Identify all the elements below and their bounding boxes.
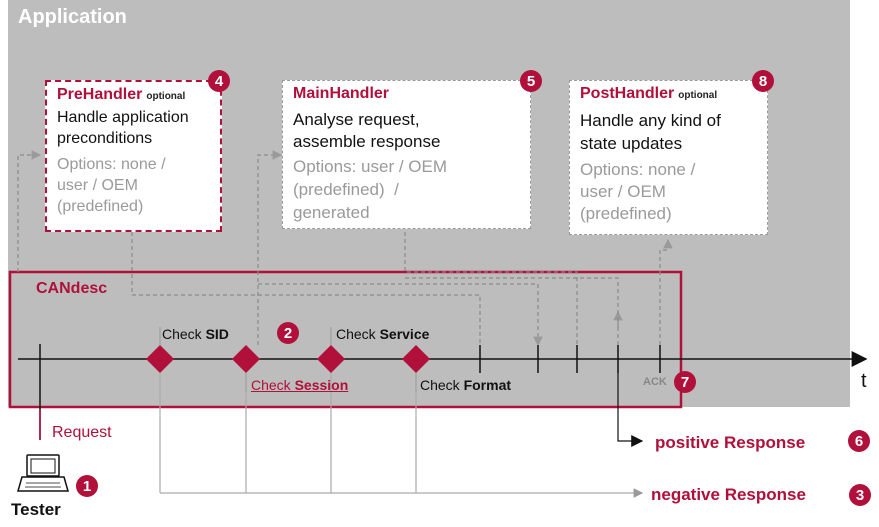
candesc-title: CANdesc <box>36 280 108 297</box>
check-sid-label: Check SID <box>162 326 229 342</box>
posthandler-box: PostHandler optional Handle any kind of s… <box>569 80 768 235</box>
mainhandler-box: MainHandler Analyse request, assemble re… <box>282 80 531 229</box>
prehandler-badge: 4 <box>208 70 230 92</box>
posthandler-badge: 8 <box>752 70 774 92</box>
connector-prehandler-out <box>131 232 481 345</box>
positive-response-badge: 6 <box>848 430 870 452</box>
negative-response-badge: 3 <box>849 484 871 506</box>
connector-to-mainhandler <box>257 150 283 345</box>
diamond-check-service <box>317 345 345 373</box>
check-format-label: Check Format <box>420 377 512 393</box>
posthandler-desc: Handle any kind of state updates <box>580 111 721 153</box>
connector-request-to-prehandler <box>17 150 42 272</box>
request-label: Request <box>52 424 112 441</box>
positive-response-arrow <box>617 373 644 447</box>
connector-check-to-main <box>258 283 543 347</box>
prehandler-options: Options: none / user / OEM (predefined) <box>57 156 166 215</box>
posthandler-optional: optional <box>678 90 718 101</box>
connector-mainhandler-out <box>404 232 578 345</box>
time-axis-label: t <box>861 370 867 392</box>
mainhandler-badge: 5 <box>520 70 542 92</box>
prehandler-title: PreHandler <box>57 86 143 103</box>
diamond-check-session <box>232 345 260 373</box>
prehandler-optional: optional <box>146 91 186 102</box>
tester-label: Tester <box>11 500 61 519</box>
mainhandler-options: Options: user / OEM (predefined) / gener… <box>293 157 447 222</box>
check-service-label: Check Service <box>336 326 430 342</box>
connector-ack-to-posthandler <box>659 238 673 345</box>
prehandler-box: PreHandler optional Handle application pr… <box>45 80 222 232</box>
application-title: Application <box>18 6 127 28</box>
candesc-frame <box>8 270 683 409</box>
posthandler-title: PostHandler <box>580 85 675 102</box>
positive-response-label: positive Response <box>655 433 806 452</box>
connector-main-to-posthandler <box>405 277 619 330</box>
checks-badge: 2 <box>277 322 299 344</box>
check-session-label[interactable]: Check Session <box>251 377 349 393</box>
ack-badge: 7 <box>674 371 696 393</box>
posthandler-options: Options: none / user / OEM (predefined) <box>580 160 696 223</box>
tester-badge: 1 <box>76 475 98 497</box>
mainhandler-desc: Analyse request, assemble response <box>293 110 441 151</box>
ack-label: ACK <box>643 376 667 388</box>
laptop-icon <box>17 454 69 492</box>
negative-response-label: negative Response <box>651 485 806 504</box>
diamond-check-format <box>402 345 430 373</box>
diamond-check-sid <box>146 345 174 373</box>
mainhandler-title: MainHandler <box>293 85 390 102</box>
prehandler-desc: Handle application preconditions <box>57 109 189 147</box>
